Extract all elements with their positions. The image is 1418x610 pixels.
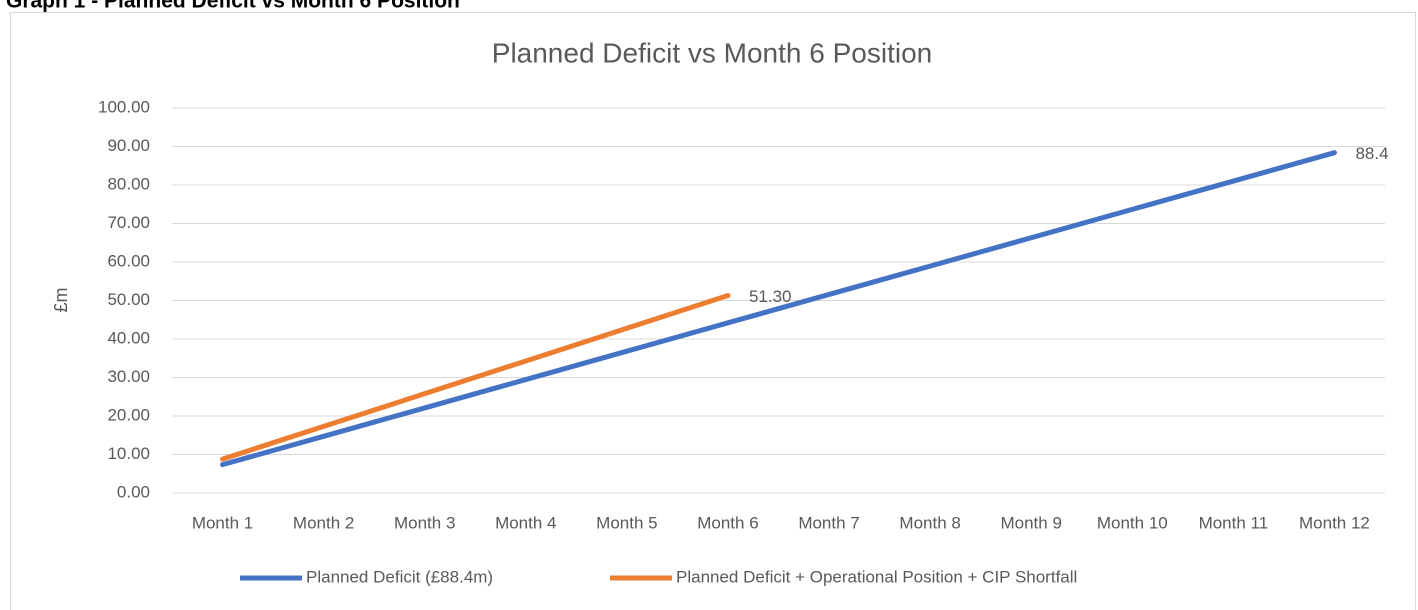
data-label: 88.4 — [1355, 144, 1388, 163]
series-line — [220, 292, 731, 462]
y-tick-label: 40.00 — [107, 328, 150, 347]
x-tick-label: Month 9 — [1000, 513, 1061, 532]
x-tick-label: Month 4 — [495, 513, 556, 532]
data-label: 51.30 — [749, 287, 792, 306]
series-line — [220, 150, 1337, 468]
x-tick-label: Month 8 — [899, 513, 960, 532]
heading: Graph 1 - Planned Deficit vs Month 6 Pos… — [6, 0, 460, 13]
x-tick-label: Month 5 — [596, 513, 657, 532]
y-tick-label: 90.00 — [107, 136, 150, 155]
x-tick-label: Month 6 — [697, 513, 758, 532]
y-tick-label: 50.00 — [107, 290, 150, 309]
y-tick-label: 20.00 — [107, 405, 150, 424]
x-tick-label: Month 11 — [1199, 513, 1269, 532]
x-tick-label: Month 3 — [394, 513, 455, 532]
y-tick-label: 60.00 — [107, 251, 150, 270]
x-tick-label: Month 12 — [1299, 513, 1370, 532]
y-tick-label: 100.00 — [98, 97, 150, 116]
x-tick-label: Month 10 — [1097, 513, 1168, 532]
y-tick-label: 0.00 — [117, 482, 150, 501]
y-tick-label: 70.00 — [107, 213, 150, 232]
x-tick-label: Month 1 — [192, 513, 253, 532]
y-tick-label: 30.00 — [107, 367, 150, 386]
chart-border — [10, 12, 1416, 610]
y-tick-label: 80.00 — [107, 174, 150, 193]
y-tick-label: 10.00 — [107, 444, 150, 463]
legend-label: Planned Deficit + Operational Position +… — [676, 567, 1077, 586]
chart-title: Planned Deficit vs Month 6 Position — [492, 37, 932, 68]
x-tick-label: Month 2 — [293, 513, 354, 532]
legend-label: Planned Deficit (£88.4m) — [306, 567, 493, 586]
x-tick-label: Month 7 — [798, 513, 859, 532]
y-axis-label: £m — [51, 287, 71, 312]
